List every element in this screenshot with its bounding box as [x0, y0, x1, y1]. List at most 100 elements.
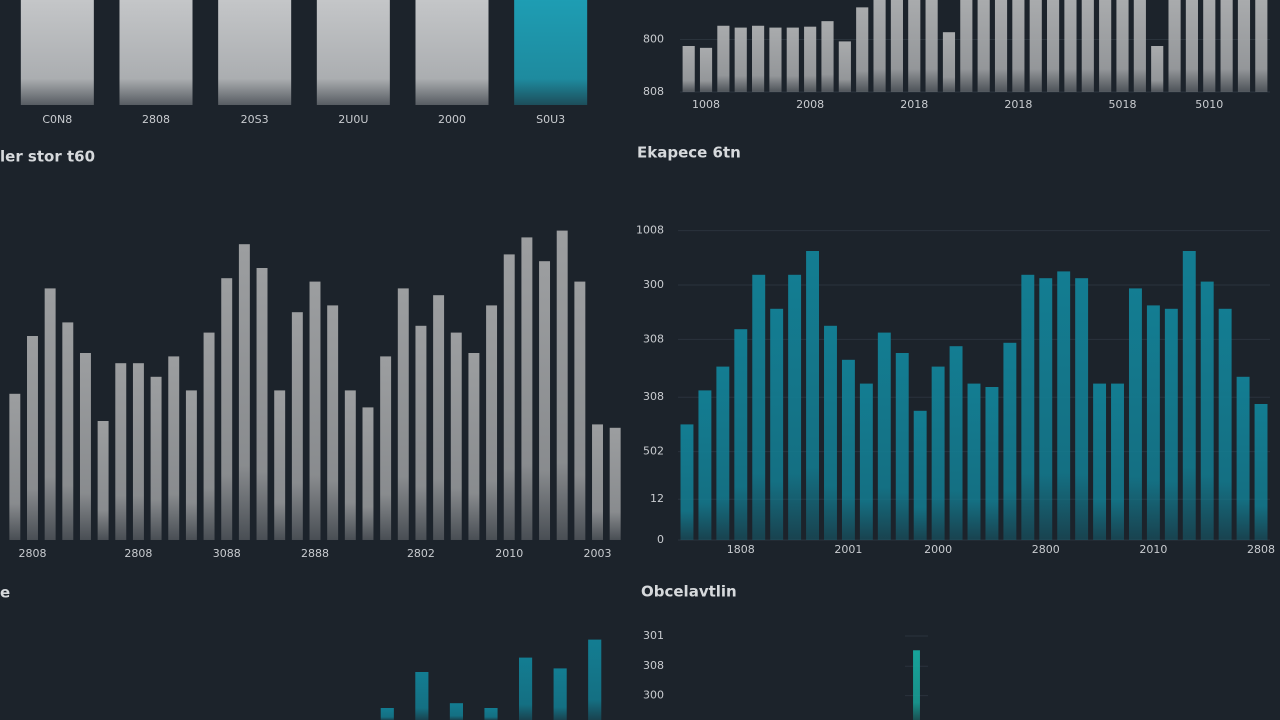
bar [1200, 281, 1214, 540]
bar [788, 274, 802, 540]
bar [218, 0, 292, 105]
x-tick-label: 1008 [692, 98, 720, 111]
bar [925, 0, 938, 92]
x-tick-label: 2808 [1247, 543, 1275, 556]
bar [415, 0, 489, 105]
bar [949, 346, 963, 540]
x-tick-label: 2808 [142, 113, 170, 126]
x-tick-label: 2808 [124, 547, 152, 560]
bar [1093, 383, 1107, 540]
x-tick-label: 2800 [1032, 543, 1060, 556]
bar [942, 32, 956, 92]
bar [1099, 0, 1112, 92]
bar [1255, 0, 1268, 92]
bar [890, 0, 903, 92]
bar [44, 288, 56, 540]
bar [521, 237, 533, 540]
x-tick-label: 2018 [900, 98, 928, 111]
bar [985, 387, 999, 540]
bar [1081, 0, 1094, 92]
bar [1029, 0, 1042, 92]
bar [967, 383, 981, 540]
bar [256, 268, 268, 540]
bar [397, 288, 409, 540]
y-tick-label: 808 [643, 85, 664, 98]
bar [856, 7, 869, 92]
bar [168, 356, 180, 540]
bar [841, 359, 855, 540]
x-tick-label: 5010 [1195, 98, 1223, 111]
bar [1203, 0, 1216, 92]
y-tick-label: 0 [657, 533, 664, 546]
bar [824, 325, 837, 540]
bar [344, 390, 356, 540]
bar [486, 305, 498, 540]
bar [913, 410, 927, 540]
bar [1039, 278, 1053, 540]
bar [1133, 0, 1146, 92]
chart-title: e [0, 584, 10, 602]
bar [415, 672, 429, 720]
bar [821, 21, 834, 92]
bar [291, 312, 303, 540]
bar [1003, 342, 1017, 540]
bar [238, 244, 250, 540]
x-tick-label: 2001 [834, 543, 862, 556]
bar [380, 708, 394, 720]
bar [221, 278, 233, 540]
x-tick-label: 2000 [924, 543, 952, 556]
x-tick-label: S0U3 [536, 113, 565, 126]
bar [553, 668, 567, 720]
bar [327, 305, 339, 540]
bar [433, 295, 445, 540]
bar [449, 703, 463, 720]
bar [960, 0, 973, 92]
x-tick-label: 3088 [213, 547, 241, 560]
bar [9, 393, 21, 540]
bar [680, 424, 694, 540]
x-tick-label: 2008 [796, 98, 824, 111]
bar [539, 261, 551, 540]
bar [682, 46, 695, 92]
bar [717, 25, 730, 92]
bar [977, 0, 990, 92]
y-tick-label: 301 [643, 629, 664, 642]
bar [1151, 46, 1164, 92]
bar [698, 390, 712, 540]
bar [734, 27, 747, 93]
bar [1237, 0, 1251, 92]
bar [838, 41, 851, 92]
bar [97, 421, 109, 540]
bar [588, 639, 602, 720]
bar [450, 332, 462, 540]
x-tick-label: 1808 [727, 543, 755, 556]
x-tick-label: 20S3 [241, 113, 269, 126]
bar [514, 0, 588, 105]
bar [877, 332, 891, 540]
y-tick-label: 308 [643, 390, 664, 403]
bar [362, 407, 374, 540]
bar [1254, 404, 1268, 540]
bar [873, 0, 886, 92]
bar [519, 657, 533, 720]
bar [309, 281, 321, 540]
bar [786, 27, 799, 93]
bar [1185, 0, 1198, 92]
y-tick-label: 300 [643, 278, 664, 291]
bar [752, 274, 766, 540]
x-tick-label: 2888 [301, 547, 329, 560]
bar [769, 27, 782, 93]
bar [1064, 0, 1077, 92]
bar [592, 424, 603, 540]
bar [1075, 278, 1089, 540]
chart-title: ler stor t60 [0, 148, 95, 166]
bar [1236, 376, 1250, 540]
bar [574, 281, 586, 540]
bar [908, 0, 921, 92]
bar [203, 332, 215, 540]
bar [380, 356, 392, 540]
bar [1111, 383, 1124, 540]
bar [1164, 308, 1178, 540]
bar [1116, 0, 1129, 92]
